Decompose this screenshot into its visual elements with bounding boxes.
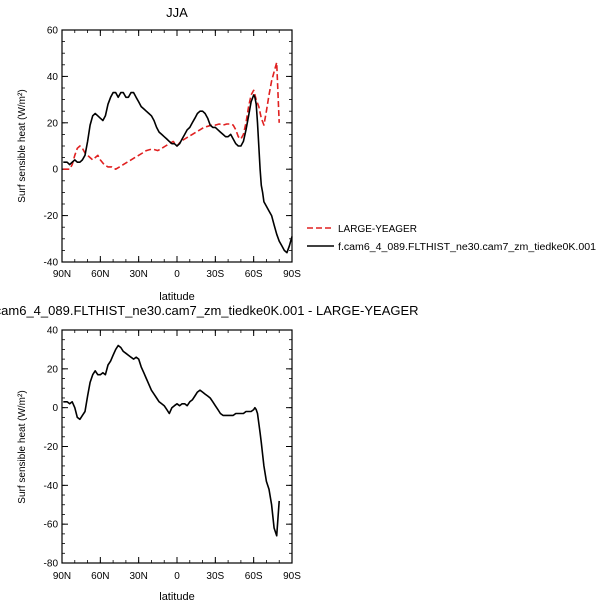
x-tick-label: 60N xyxy=(91,571,109,582)
legend-label-large-yeager: LARGE-YEAGER xyxy=(338,224,417,235)
panel-top: JJA 90N 60N 30N 0 30S 60S 90S -40 -20 0 20 40 60 lat… xyxy=(17,5,301,303)
series-line-large-yeager xyxy=(63,61,280,170)
x-tick-label: 30N xyxy=(129,269,147,280)
x-tick-label: 60S xyxy=(245,269,263,280)
y-tick-label: 0 xyxy=(52,403,58,414)
x-tick-label: 30N xyxy=(129,571,147,582)
plot-frame xyxy=(61,329,293,564)
y-tick-label: 40 xyxy=(47,326,59,337)
y-tick-label: 40 xyxy=(47,72,59,83)
x-axis-label-bottom: latitude xyxy=(159,591,194,603)
y-tick-label: -80 xyxy=(44,559,59,570)
x-tick-label: 0 xyxy=(174,571,180,582)
x-tick-label: 90S xyxy=(283,571,301,582)
y-tick-label: 60 xyxy=(47,26,59,37)
series-line-difference xyxy=(63,344,280,537)
x-tick-label: 90S xyxy=(283,269,301,280)
axes-bottom: 90N 60N 30N 0 30S 60S 90S -80 -60 -40 -20 0 20 40 xyxy=(44,326,302,583)
chart-title-top: JJA xyxy=(166,5,188,20)
x-tick-label: 90N xyxy=(53,571,71,582)
plot-area-top xyxy=(63,61,293,254)
x-axis-label-top: latitude xyxy=(159,291,194,303)
x-tick-label: 30S xyxy=(206,571,224,582)
axes-top: 90N 60N 30N 0 30S 60S 90S -40 -20 0 20 40 60 xyxy=(44,26,302,281)
y-tick-label: 20 xyxy=(47,364,59,375)
x-tick-label: 60S xyxy=(245,571,263,582)
x-tick-label: 60N xyxy=(91,269,109,280)
y-tick-label: -20 xyxy=(44,442,59,453)
x-tick-label: 90N xyxy=(53,269,71,280)
y-tick-label: 20 xyxy=(47,118,59,129)
y-tick-label: -40 xyxy=(44,258,59,269)
legend-label-model: f.cam6_4_089.FLTHIST_ne30.cam7_zm_tiedke… xyxy=(338,242,596,253)
panel-bottom: f.cam6_4_089.FLTHIST_ne30.cam7_zm_tiedke… xyxy=(0,303,419,603)
y-tick-label: -60 xyxy=(44,520,59,531)
y-tick-label: 0 xyxy=(52,165,58,176)
x-tick-label: 0 xyxy=(174,269,180,280)
y-tick-label: -20 xyxy=(44,211,59,222)
x-tick-label: 30S xyxy=(206,269,224,280)
legend: LARGE-YEAGER f.cam6_4_089.FLTHIST_ne30.c… xyxy=(307,224,596,253)
chart-title-bottom: f.cam6_4_089.FLTHIST_ne30.cam7_zm_tiedke… xyxy=(0,303,419,318)
y-axis-label-top: Surf sensible heat (W/m²) xyxy=(17,89,28,202)
y-axis-label-bottom: Surf sensible heat (W/m²) xyxy=(17,390,28,503)
series-line-f-cam6-4-089-flthist-ne30-cam7-zm-tiedke0k-001 xyxy=(63,91,293,254)
y-tick-label: -40 xyxy=(44,481,59,492)
plot-area-bottom xyxy=(63,344,280,537)
